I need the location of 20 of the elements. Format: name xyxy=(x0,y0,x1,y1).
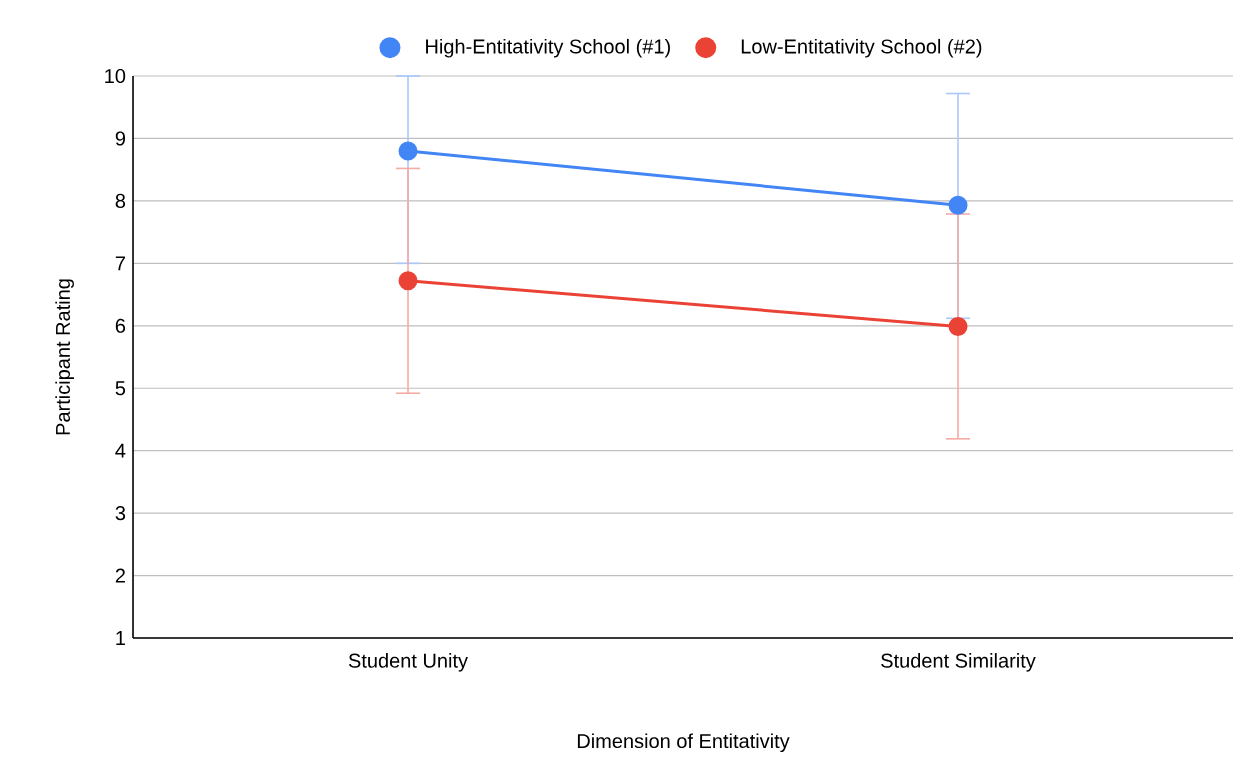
legend-label: High-Entitativity School (#1) xyxy=(426,39,670,58)
x-tick-label: Student Similarity xyxy=(881,653,1036,672)
x-axis-title: Dimension of Entitativity xyxy=(577,733,790,753)
y-tick-label: 5 xyxy=(115,381,126,396)
y-tick-label: 7 xyxy=(115,256,125,271)
y-tick-label: 8 xyxy=(115,193,126,209)
x-tick-label: Student Unity xyxy=(348,653,468,672)
y-tick-label: 10 xyxy=(105,69,126,84)
y-tick-label: 3 xyxy=(115,506,126,521)
point xyxy=(398,271,418,291)
y-tick-label: 1 xyxy=(116,631,125,646)
y-axis-title: Participant Rating xyxy=(55,279,74,435)
point xyxy=(398,141,418,161)
y-tick-label: 4 xyxy=(115,443,126,458)
point xyxy=(948,317,968,337)
y-tick-label: 6 xyxy=(115,318,126,333)
y-tick-label: 2 xyxy=(115,568,125,583)
legend-label: Low-Entitativity School (#2) xyxy=(741,39,982,58)
point xyxy=(948,195,968,215)
y-tick-label: 9 xyxy=(115,131,126,146)
